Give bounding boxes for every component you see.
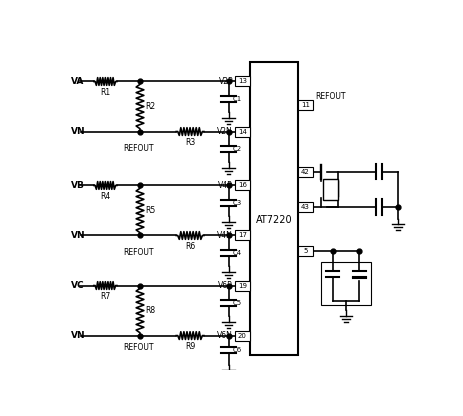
Text: R5: R5 — [145, 206, 155, 215]
Text: V2P: V2P — [218, 77, 233, 86]
Text: VA: VA — [70, 77, 84, 86]
Text: AT7220: AT7220 — [255, 215, 292, 225]
Text: C4: C4 — [232, 250, 241, 256]
Text: C1: C1 — [232, 96, 241, 102]
Text: C5: C5 — [232, 300, 241, 306]
Bar — [234, 280, 250, 290]
Bar — [234, 331, 250, 341]
Text: 16: 16 — [238, 183, 246, 188]
Text: VN: VN — [70, 127, 85, 136]
Bar — [234, 77, 250, 87]
Text: 14: 14 — [238, 129, 246, 134]
Text: R8: R8 — [145, 306, 155, 315]
Text: V4N: V4N — [217, 231, 233, 240]
Text: VN: VN — [70, 231, 85, 240]
Text: 17: 17 — [238, 233, 246, 238]
Text: V2N: V2N — [217, 127, 233, 136]
Bar — [297, 202, 313, 212]
Bar — [234, 181, 250, 191]
Text: R6: R6 — [185, 242, 195, 251]
Text: VN: VN — [70, 331, 85, 340]
Bar — [320, 262, 370, 305]
Text: 19: 19 — [238, 282, 246, 289]
Text: R3: R3 — [185, 138, 195, 147]
Text: REFOUT: REFOUT — [314, 92, 344, 102]
Bar — [234, 126, 250, 136]
Text: 43: 43 — [300, 204, 309, 210]
Text: 42: 42 — [300, 168, 309, 175]
Text: VB: VB — [70, 181, 84, 190]
Text: R4: R4 — [100, 192, 110, 201]
Bar — [297, 246, 313, 256]
Text: R9: R9 — [185, 342, 195, 351]
Text: REFOUT: REFOUT — [123, 248, 153, 257]
Text: REFOUT: REFOUT — [123, 144, 153, 153]
Text: 13: 13 — [238, 79, 246, 84]
Text: VC: VC — [70, 281, 84, 290]
Text: 20: 20 — [238, 332, 246, 339]
Text: REFOUT: REFOUT — [123, 343, 153, 352]
Text: R7: R7 — [100, 292, 110, 301]
Text: V6P: V6P — [218, 281, 233, 290]
Bar — [250, 62, 297, 355]
Text: 11: 11 — [300, 102, 309, 108]
Text: R2: R2 — [145, 102, 155, 111]
Text: C3: C3 — [232, 200, 241, 206]
Text: C2: C2 — [232, 146, 241, 152]
Text: R1: R1 — [100, 88, 110, 97]
Text: 5: 5 — [303, 248, 307, 254]
Text: C6: C6 — [232, 347, 241, 353]
Text: V4P: V4P — [218, 181, 233, 190]
Bar — [297, 99, 313, 109]
Bar — [322, 178, 337, 200]
Bar — [234, 230, 250, 240]
Bar — [297, 166, 313, 176]
Text: V6N: V6N — [217, 331, 233, 340]
